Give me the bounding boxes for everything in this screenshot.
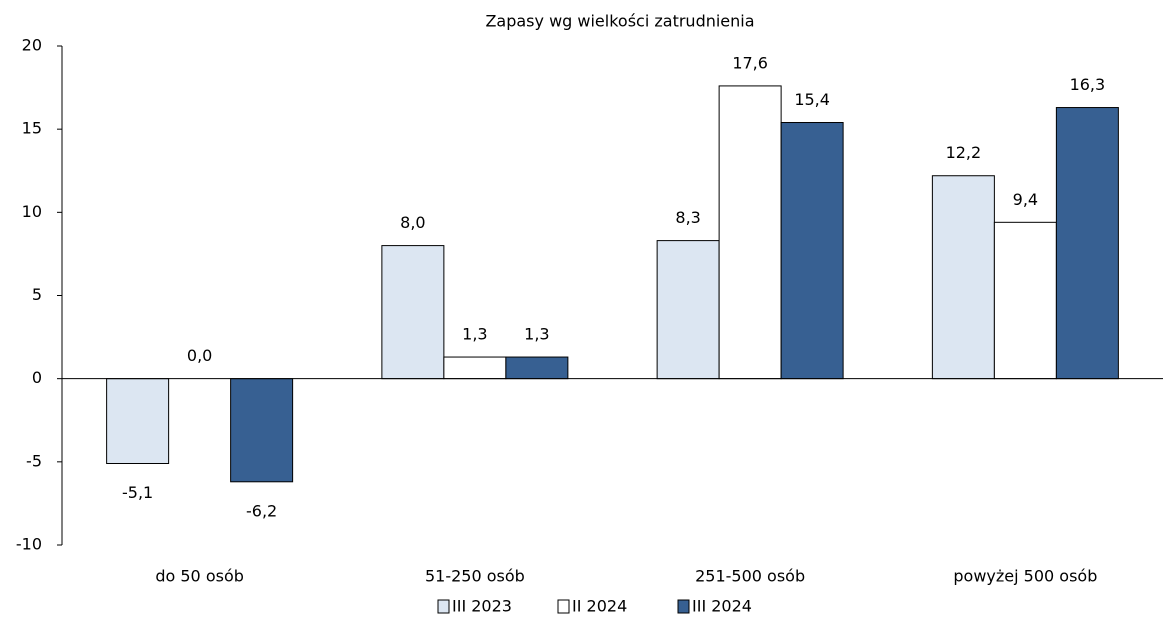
legend-swatch <box>677 599 690 614</box>
data-label: 9,4 <box>1013 190 1038 209</box>
legend-swatch <box>557 599 570 614</box>
data-label: 1,3 <box>462 325 487 344</box>
data-label: 17,6 <box>732 53 768 72</box>
chart-title: Zapasy wg wielkości zatrudnienia <box>485 12 754 31</box>
legend-label: III 2024 <box>692 597 752 616</box>
bar <box>931 175 995 380</box>
bar <box>505 356 569 380</box>
y-tick-label: 20 <box>22 36 42 55</box>
data-label: 1,3 <box>524 325 549 344</box>
data-label: 12,2 <box>946 143 982 162</box>
bar <box>443 356 507 380</box>
data-label: -5,1 <box>122 483 153 502</box>
y-tick-label: 5 <box>32 285 42 304</box>
x-tick-label: 251-500 osób <box>695 567 805 586</box>
y-tick-label: 15 <box>22 119 42 138</box>
data-label: 8,0 <box>400 213 425 232</box>
x-tick-label: powyżej 500 osób <box>953 567 1097 586</box>
data-label: -6,2 <box>246 501 277 520</box>
data-label: 8,3 <box>675 208 700 227</box>
x-tick-label: 51-250 osób <box>425 567 525 586</box>
bar <box>780 122 844 380</box>
legend-swatch <box>437 599 450 614</box>
bar <box>656 240 720 380</box>
x-tick-label: do 50 osób <box>155 567 244 586</box>
legend-label: III 2023 <box>452 597 512 616</box>
data-label: 0,0 <box>187 346 212 365</box>
bar <box>230 378 294 483</box>
bar <box>993 221 1057 380</box>
bar <box>1055 107 1119 380</box>
y-tick-label: 0 <box>32 368 42 387</box>
legend-label: II 2024 <box>572 597 627 616</box>
y-tick-label: 10 <box>22 202 42 221</box>
data-label: 15,4 <box>794 90 830 109</box>
bar <box>381 245 445 380</box>
bar <box>106 378 170 464</box>
y-tick-label: -10 <box>16 535 42 554</box>
y-tick-label: -5 <box>26 451 42 470</box>
data-label: 16,3 <box>1070 75 1106 94</box>
bar <box>718 85 782 380</box>
